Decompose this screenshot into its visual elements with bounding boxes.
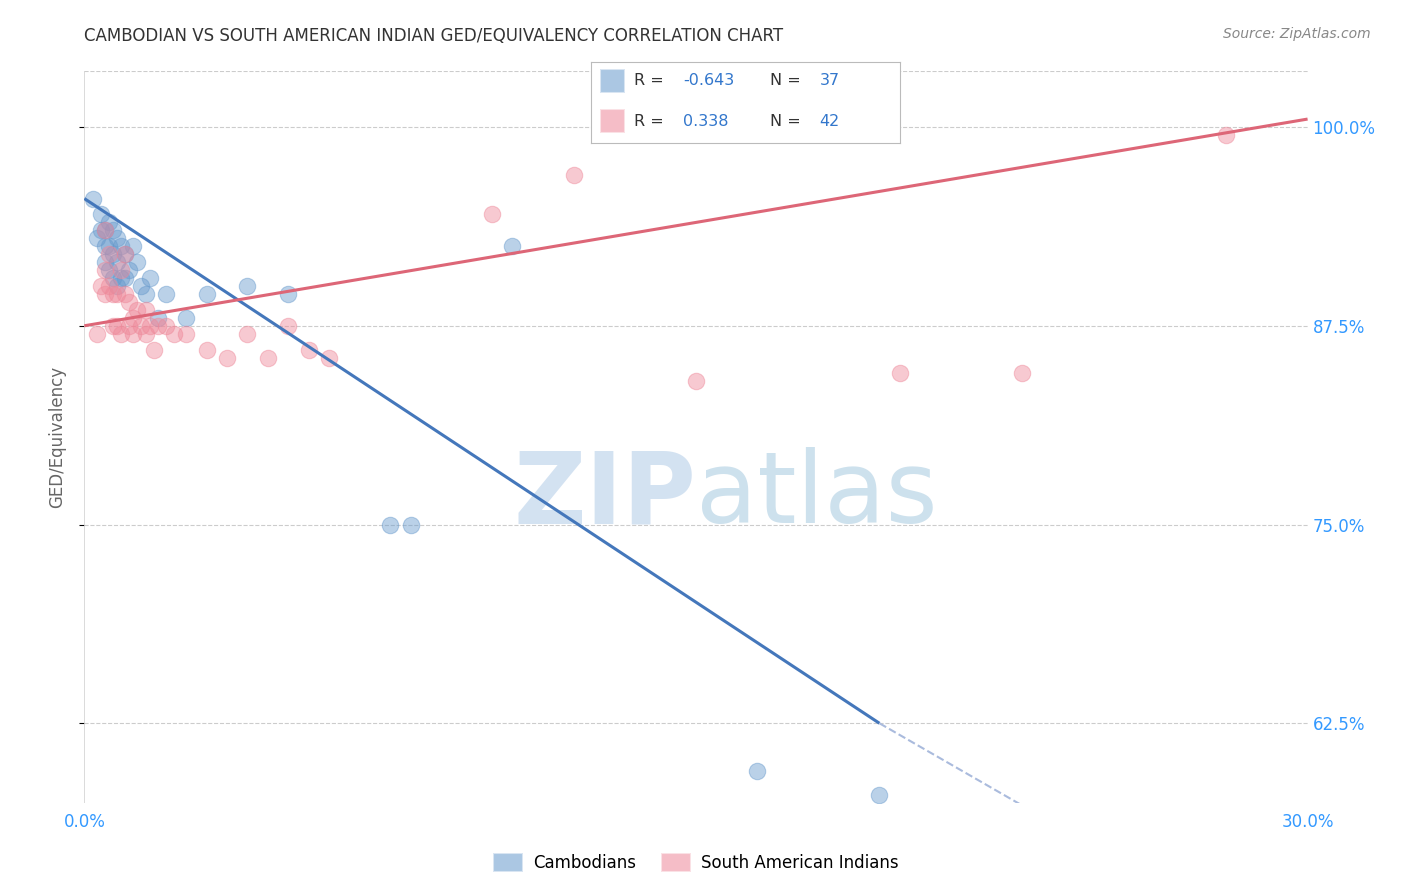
Point — [114, 271, 136, 285]
Point — [135, 287, 157, 301]
Point — [399, 517, 422, 532]
Point — [380, 517, 402, 532]
Point — [118, 318, 141, 333]
Point — [135, 302, 157, 317]
Text: 37: 37 — [820, 73, 839, 88]
Point — [90, 279, 112, 293]
Point — [138, 318, 160, 333]
Point — [155, 287, 177, 301]
Point — [118, 294, 141, 309]
Point — [118, 263, 141, 277]
Point — [114, 287, 136, 301]
Point — [155, 318, 177, 333]
Point — [257, 351, 280, 365]
Text: N =: N = — [770, 113, 806, 128]
Point — [101, 247, 124, 261]
Point — [86, 326, 108, 341]
Text: atlas: atlas — [696, 447, 938, 544]
Point — [90, 207, 112, 221]
Point — [138, 271, 160, 285]
Point — [97, 263, 120, 277]
Point — [502, 239, 524, 253]
Point — [195, 343, 218, 357]
Point — [105, 231, 128, 245]
Y-axis label: GED/Equivalency: GED/Equivalency — [48, 366, 66, 508]
Point — [277, 318, 299, 333]
Point — [101, 271, 124, 285]
Point — [105, 255, 128, 269]
Point — [114, 247, 136, 261]
Point — [481, 207, 503, 221]
Point — [93, 287, 117, 301]
Point — [101, 318, 124, 333]
Point — [562, 168, 585, 182]
Point — [93, 223, 117, 237]
Point — [131, 279, 153, 293]
Point — [110, 239, 132, 253]
Point — [93, 223, 117, 237]
Point — [298, 343, 321, 357]
Point — [97, 215, 120, 229]
Point — [105, 279, 128, 293]
Point — [105, 287, 128, 301]
Point — [135, 326, 157, 341]
Point — [163, 326, 186, 341]
Point — [318, 351, 340, 365]
Point — [176, 326, 198, 341]
Point — [277, 287, 299, 301]
Point — [236, 279, 259, 293]
Point — [114, 247, 136, 261]
Text: ZIP: ZIP — [513, 447, 696, 544]
Point — [195, 287, 218, 301]
Bar — [600, 69, 624, 93]
Point — [110, 271, 132, 285]
Point — [122, 239, 145, 253]
Text: R =: R = — [634, 73, 669, 88]
Point — [217, 351, 239, 365]
Text: N =: N = — [770, 73, 806, 88]
Point — [889, 367, 911, 381]
Point — [93, 255, 117, 269]
Point — [105, 318, 128, 333]
Point — [97, 279, 120, 293]
Legend: Cambodians, South American Indians: Cambodians, South American Indians — [486, 846, 905, 879]
Point — [101, 287, 124, 301]
Point — [110, 326, 132, 341]
Point — [101, 223, 124, 237]
Point — [122, 326, 145, 341]
Point — [93, 263, 117, 277]
Text: Source: ZipAtlas.com: Source: ZipAtlas.com — [1223, 27, 1371, 41]
Point — [90, 223, 112, 237]
Point — [97, 247, 120, 261]
Point — [93, 239, 117, 253]
Text: CAMBODIAN VS SOUTH AMERICAN INDIAN GED/EQUIVALENCY CORRELATION CHART: CAMBODIAN VS SOUTH AMERICAN INDIAN GED/E… — [84, 27, 783, 45]
Point — [127, 255, 149, 269]
Point — [110, 263, 132, 277]
Point — [236, 326, 259, 341]
Point — [1215, 128, 1237, 142]
Text: R =: R = — [634, 113, 673, 128]
Point — [142, 343, 165, 357]
Point — [176, 310, 198, 325]
Point — [869, 788, 891, 802]
Text: 0.338: 0.338 — [683, 113, 728, 128]
Point — [131, 318, 153, 333]
Point — [146, 310, 169, 325]
Point — [86, 231, 108, 245]
Point — [685, 375, 707, 389]
Point — [82, 192, 104, 206]
Point — [747, 764, 769, 778]
Point — [122, 310, 145, 325]
Point — [127, 302, 149, 317]
Point — [97, 239, 120, 253]
Text: 42: 42 — [820, 113, 839, 128]
Point — [146, 318, 169, 333]
Bar — [600, 109, 624, 133]
Point — [1011, 367, 1033, 381]
Text: -0.643: -0.643 — [683, 73, 734, 88]
